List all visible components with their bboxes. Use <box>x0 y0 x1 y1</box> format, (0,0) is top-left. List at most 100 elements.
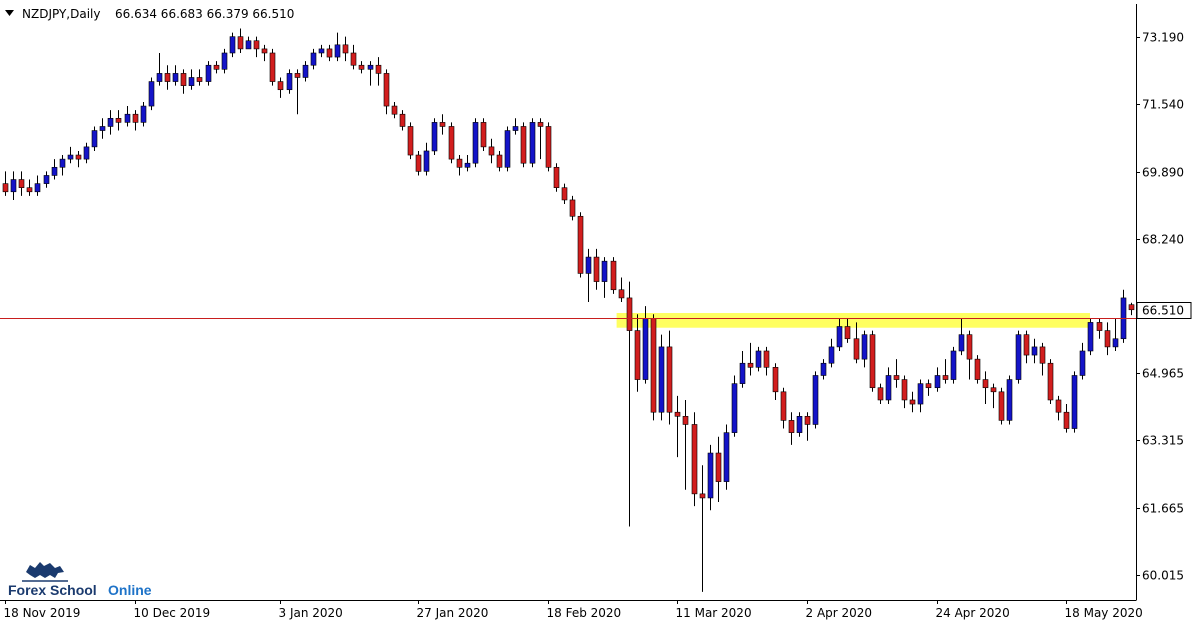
candle-body-bull <box>99 126 106 131</box>
candle <box>950 346 957 384</box>
candle <box>634 314 641 392</box>
candle-body-bull <box>1071 375 1078 429</box>
candle-body-bear <box>909 399 916 405</box>
candle <box>626 281 633 527</box>
x-tick-label: 3 Jan 2020 <box>279 606 343 620</box>
candle <box>196 69 203 86</box>
candle <box>780 387 787 429</box>
candle-body-bear <box>342 44 349 54</box>
brand-logo: Forex School Online <box>8 562 152 598</box>
candle-body-bear <box>132 113 139 123</box>
candle-body-bear <box>326 48 333 58</box>
support-resistance-zone <box>616 313 1090 328</box>
y-tick-label: 61.665 <box>1142 502 1184 516</box>
candle <box>261 44 268 62</box>
candle-body-bull <box>140 105 147 123</box>
x-tick-label: 18 Nov 2019 <box>4 606 81 620</box>
candle <box>294 69 301 115</box>
candle-body-bear <box>626 297 633 331</box>
candle <box>253 36 260 58</box>
candle <box>488 138 495 164</box>
candle <box>464 155 471 172</box>
x-tick-label: 24 Apr 2020 <box>936 606 1010 620</box>
candle-body-bear <box>294 73 301 78</box>
candle-body-bull <box>585 256 592 274</box>
candle <box>269 48 276 86</box>
candle-body-bear <box>674 411 681 417</box>
candle-body-bull <box>934 375 941 389</box>
candle-body-bull <box>861 334 868 360</box>
candle <box>1063 404 1070 433</box>
candle <box>164 65 171 90</box>
candle-body-bull <box>1015 334 1022 380</box>
candle <box>1096 318 1103 339</box>
candle <box>148 77 155 111</box>
candle <box>925 379 932 396</box>
candle <box>342 36 349 62</box>
candle <box>618 277 625 302</box>
candle-body-bull <box>302 64 309 78</box>
y-tick-label: 71.540 <box>1142 98 1184 112</box>
candle-body-bull <box>812 375 819 425</box>
x-axis: 18 Nov 2019 10 Dec 2019 3 Jan 2020 27 Jan 2… <box>4 600 1143 620</box>
candle <box>180 69 187 94</box>
candle <box>75 150 82 168</box>
candle-body-bear <box>350 52 357 66</box>
support-zone-layer <box>616 313 1090 328</box>
candle-body-bear <box>763 350 770 368</box>
candle-body-bear <box>618 289 625 299</box>
x-tick-label: 11 Mar 2020 <box>676 606 752 620</box>
candle <box>715 436 722 503</box>
y-tick-label: 69.890 <box>1142 166 1184 180</box>
candle-body-bull <box>229 36 236 54</box>
candle-body-bear <box>537 122 544 127</box>
candle <box>1015 330 1022 384</box>
candle-body-bear <box>747 362 754 368</box>
candle-body-bear <box>213 64 220 70</box>
candle-body-bear <box>569 199 576 217</box>
candle-body-bear <box>788 420 795 433</box>
candle <box>577 212 584 278</box>
candle <box>1031 338 1038 364</box>
candle <box>1071 371 1078 433</box>
candle-body-bear <box>496 154 503 168</box>
candle-body-bull <box>755 350 762 368</box>
candle <box>942 359 949 384</box>
candle <box>456 155 463 176</box>
candle-body-bull <box>958 334 965 352</box>
candle-body-bear <box>1104 330 1111 348</box>
candle-body-bear <box>553 166 560 188</box>
candle-body-bull <box>107 118 114 127</box>
candle-body-bull <box>310 52 317 66</box>
x-tick-label: 18 May 2020 <box>1065 606 1143 620</box>
candle-body-bull <box>67 154 74 160</box>
symbol-dropdown-icon[interactable] <box>5 10 14 16</box>
candle <box>59 155 66 176</box>
candle <box>1128 302 1135 316</box>
candle-body-bull <box>148 81 155 107</box>
candle <box>1006 375 1013 425</box>
candle-body-bull <box>51 166 58 176</box>
candle <box>739 350 746 388</box>
x-tick-label: 2 Apr 2020 <box>806 606 873 620</box>
candle <box>553 163 560 192</box>
candle <box>439 114 446 135</box>
candle-body-bull <box>950 350 957 380</box>
candle-body-bear <box>893 375 900 380</box>
y-tick-label: 73.190 <box>1142 31 1184 45</box>
candle <box>83 142 90 164</box>
candle-body-bull <box>472 122 479 164</box>
candle <box>399 110 406 131</box>
candle-body-bear <box>407 126 414 156</box>
candle-body-bear <box>715 452 722 482</box>
logo-text-part1: Forex School <box>8 582 97 598</box>
candle <box>1104 322 1111 356</box>
y-tick-label: 63.315 <box>1142 434 1184 448</box>
candle-body-bear <box>666 346 673 413</box>
candle-body-bull <box>221 52 228 70</box>
candle-body-bear <box>1055 399 1062 413</box>
y-tick-label: 66.510 <box>1142 304 1184 318</box>
candle <box>691 412 698 507</box>
candle <box>448 122 455 164</box>
